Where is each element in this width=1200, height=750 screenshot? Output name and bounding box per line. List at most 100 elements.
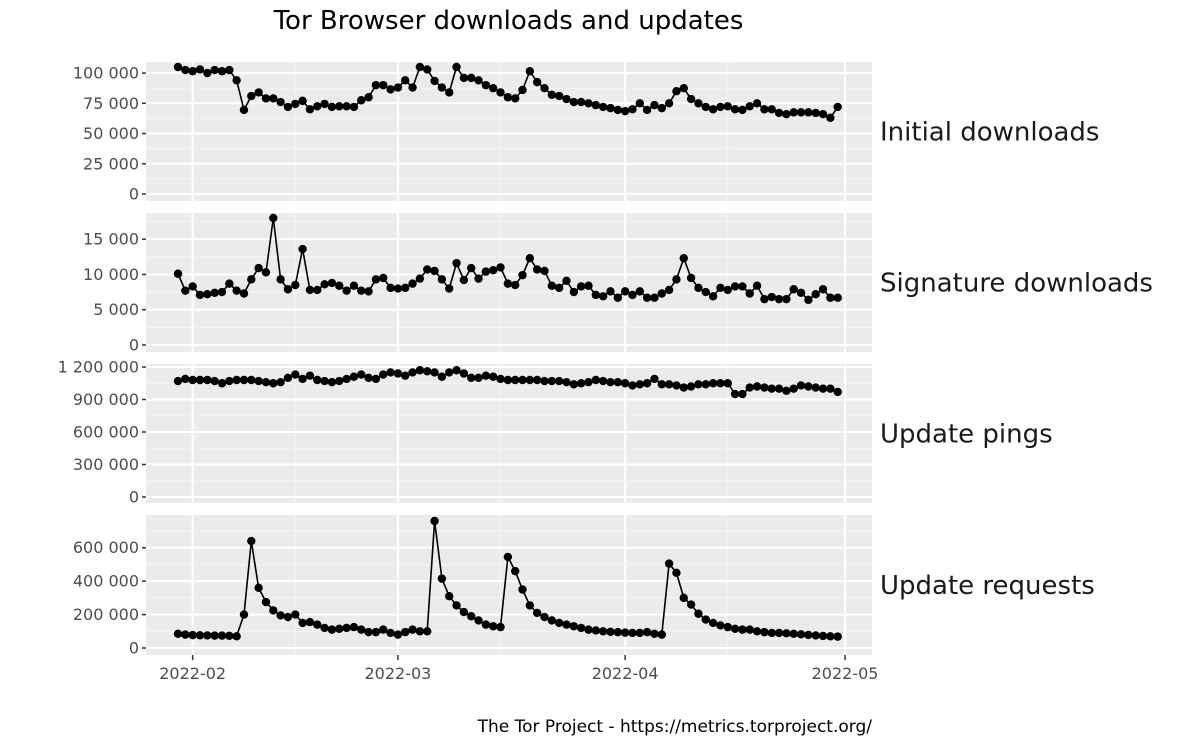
data-point (276, 611, 285, 620)
data-point (804, 382, 813, 391)
data-point (269, 379, 278, 388)
data-point (379, 370, 388, 379)
data-point (745, 102, 754, 111)
data-point (496, 622, 505, 632)
data-point (467, 73, 476, 83)
data-point (620, 106, 630, 116)
data-point (701, 102, 710, 112)
data-point (261, 377, 271, 387)
data-point (576, 623, 586, 633)
data-point (598, 102, 608, 112)
data-point (525, 254, 535, 263)
data-point (254, 88, 263, 97)
data-point (694, 380, 703, 389)
data-point (203, 375, 212, 385)
data-point (342, 374, 351, 384)
data-point (716, 283, 725, 293)
data-point (745, 625, 754, 634)
data-point (342, 623, 351, 633)
data-point (291, 280, 300, 290)
data-point (598, 292, 608, 301)
data-point (364, 287, 373, 296)
data-point (789, 285, 798, 294)
data-point (467, 373, 476, 383)
data-point (811, 631, 820, 640)
data-point (642, 379, 652, 388)
data-point (811, 383, 820, 392)
data-point (430, 266, 439, 276)
data-point (664, 99, 674, 108)
data-point (752, 382, 762, 391)
data-point (335, 376, 344, 386)
data-point (701, 287, 710, 297)
data-point (591, 290, 601, 300)
data-point (532, 265, 542, 274)
data-point (510, 94, 520, 103)
data-point (833, 102, 842, 112)
data-point (738, 105, 747, 115)
data-point (393, 83, 403, 92)
data-point (584, 625, 593, 634)
data-point (173, 62, 183, 72)
data-point (672, 568, 681, 578)
data-point (276, 97, 285, 107)
data-point (210, 631, 219, 640)
y-tick-label: 600 000 (73, 423, 139, 442)
data-point (415, 366, 425, 375)
y-tick-label: 900 000 (73, 390, 139, 409)
y-tick-label: 0 (129, 336, 139, 355)
data-point (430, 76, 439, 86)
data-point (247, 275, 256, 284)
x-tick-label: 2022-03 (364, 664, 431, 683)
y-tick-label: 0 (129, 639, 139, 658)
data-point (452, 258, 461, 268)
data-point (613, 105, 622, 115)
panel-signature-downloads: 0 5 000 10 000 15 000 Signature downloads (83, 213, 1153, 355)
data-point (298, 244, 307, 254)
y-tick-label: 50 000 (83, 124, 139, 143)
data-point (642, 105, 652, 115)
y-tick-label: 400 000 (73, 572, 139, 591)
data-point (723, 102, 732, 111)
data-point (357, 286, 366, 295)
data-point (620, 287, 630, 296)
data-point (232, 286, 241, 295)
data-point (298, 96, 307, 106)
data-point (547, 616, 557, 625)
data-point (510, 280, 520, 290)
data-point (789, 108, 798, 117)
data-point (701, 615, 710, 624)
facet-label: Signature downloads (880, 269, 1153, 299)
data-point (503, 279, 513, 288)
data-point (481, 620, 491, 629)
data-point (584, 99, 593, 108)
data-point (437, 372, 447, 381)
data-point (745, 383, 754, 392)
data-point (283, 612, 293, 622)
panel-update-requests: 0 200 000 400 000 600 000 Update requests (73, 515, 1095, 658)
data-point (738, 625, 747, 634)
data-point (730, 105, 740, 114)
y-tick-label: 0 (129, 488, 139, 507)
data-point (445, 88, 454, 97)
data-point (613, 293, 622, 302)
data-point (723, 285, 732, 295)
data-point (349, 622, 359, 632)
data-point (532, 608, 542, 618)
facet-label: Initial downloads (880, 118, 1099, 148)
data-point (672, 275, 681, 284)
data-point (181, 65, 190, 75)
data-point (657, 380, 666, 389)
data-point (774, 294, 784, 304)
data-point (437, 275, 447, 284)
data-point (811, 290, 820, 299)
data-point (305, 105, 315, 114)
data-point (554, 618, 564, 628)
data-point (635, 380, 644, 389)
data-point (679, 593, 688, 603)
data-point (481, 267, 491, 276)
data-point (313, 620, 322, 629)
data-point (173, 269, 183, 278)
data-point (650, 374, 659, 384)
data-point (782, 629, 791, 638)
